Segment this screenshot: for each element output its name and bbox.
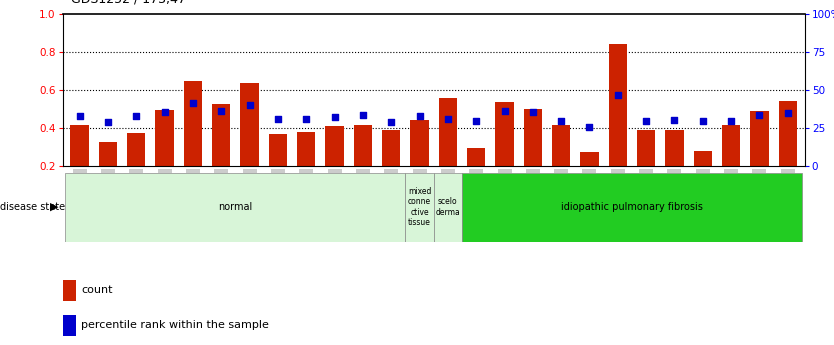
Bar [70,125,88,204]
Bar [325,126,344,204]
Point [73,114,86,119]
Bar [609,44,627,204]
Bar [63,280,76,301]
Point [583,124,596,129]
Bar [751,110,769,204]
Bar [297,132,315,204]
Bar [666,129,684,204]
Bar [637,129,656,204]
Point [356,112,369,118]
Point [441,116,455,122]
Bar [467,148,485,204]
Point [781,111,795,116]
Point [101,119,114,125]
Bar [127,133,145,204]
Text: percentile rank within the sample: percentile rank within the sample [81,320,269,330]
Text: GDS1252 / 173,47: GDS1252 / 173,47 [71,0,186,5]
Bar [212,104,230,204]
Point [158,110,171,115]
Point [299,116,313,122]
Bar [240,83,259,204]
Bar [410,120,429,204]
Point [214,108,228,113]
Bar [524,109,542,204]
Point [186,100,199,106]
Bar [63,315,76,336]
Point [555,118,568,124]
Bar [580,152,599,204]
Bar [779,101,797,204]
Point [611,93,625,98]
Point [668,117,681,123]
Bar [405,172,434,242]
Text: disease state: disease state [0,202,65,212]
Bar [269,134,287,204]
Bar [382,130,400,204]
Point [413,114,426,119]
Bar [722,125,741,204]
Text: count: count [81,285,113,295]
Bar [694,151,712,204]
Point [725,118,738,124]
Point [526,110,540,115]
Bar [439,98,457,204]
Bar [495,102,514,204]
Text: mixed
conne
ctive
tissue: mixed conne ctive tissue [408,187,431,227]
Point [470,118,483,124]
Bar [65,172,405,242]
Point [753,112,766,118]
Bar [354,125,372,204]
Point [129,114,143,119]
Point [243,102,256,108]
Point [271,116,284,122]
Bar [462,172,802,242]
Bar [155,110,173,204]
Bar [434,172,462,242]
Text: idiopathic pulmonary fibrosis: idiopathic pulmonary fibrosis [561,202,703,212]
Point [328,115,341,120]
Point [384,119,398,125]
Text: normal: normal [219,202,253,212]
Point [640,118,653,124]
Text: ▶: ▶ [50,202,58,212]
Bar [183,81,202,204]
Bar [552,125,570,204]
Point [696,118,710,124]
Bar [98,142,117,204]
Text: scelo
derma: scelo derma [435,197,460,217]
Point [498,108,511,113]
